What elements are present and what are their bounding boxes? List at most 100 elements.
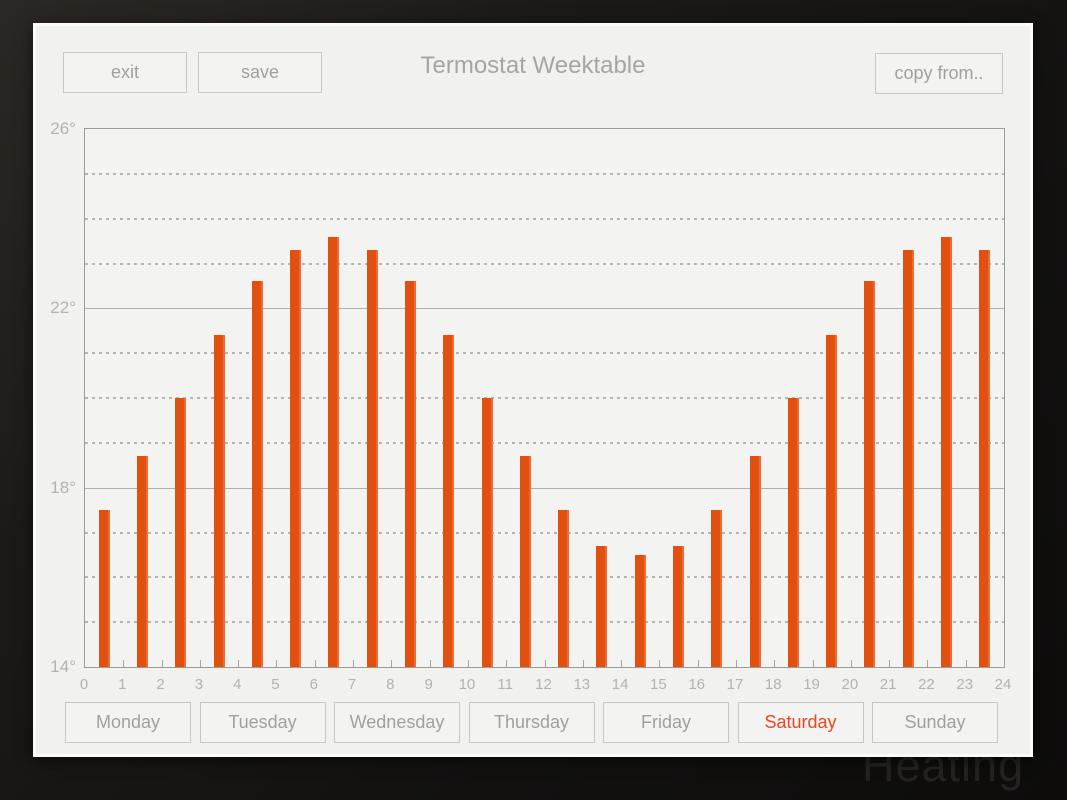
gridline-solid — [85, 487, 1004, 489]
x-axis-label: 3 — [194, 676, 204, 693]
gridline-solid — [85, 308, 1004, 310]
x-axis-label: 23 — [956, 676, 974, 693]
x-axis-tick — [582, 660, 584, 667]
temperature-bar-hour-3[interactable] — [213, 335, 225, 667]
x-axis-label: 9 — [424, 676, 433, 693]
temperature-bar-hour-8[interactable] — [404, 281, 416, 667]
day-button-wednesday[interactable]: Wednesday — [334, 702, 460, 743]
temperature-bar-hour-0[interactable] — [98, 510, 110, 667]
x-axis-label: 19 — [803, 676, 820, 693]
x-axis-tick — [697, 660, 699, 667]
x-axis-tick — [314, 660, 316, 667]
x-axis-tick — [927, 660, 929, 667]
gridline-dashed — [85, 397, 1004, 399]
temperature-bar-hour-6[interactable] — [328, 236, 340, 667]
x-axis-label: 15 — [650, 676, 667, 693]
x-axis-label: 8 — [386, 676, 395, 693]
y-axis-label: 14° — [50, 657, 76, 676]
x-axis-label: 20 — [841, 676, 859, 693]
temperature-bar-hour-16[interactable] — [711, 510, 723, 667]
day-button-tuesday[interactable]: Tuesday — [199, 702, 326, 743]
temperature-bar-hour-22[interactable] — [941, 236, 953, 667]
gridline-dashed — [85, 621, 1004, 624]
gridline-dashed — [85, 352, 1004, 355]
gridline-dashed — [85, 531, 1004, 534]
temperature-bar-hour-1[interactable] — [136, 456, 148, 667]
x-axis-label: 5 — [271, 676, 280, 693]
exit-button[interactable]: exit — [63, 52, 187, 93]
gridline-dashed — [85, 576, 1004, 579]
x-axis-tick — [238, 660, 240, 667]
day-button-friday[interactable]: Friday — [603, 702, 729, 743]
x-axis-label: 0 — [79, 676, 89, 693]
x-axis-label: 24 — [994, 676, 1012, 693]
day-button-sunday[interactable]: Sunday — [872, 702, 998, 743]
y-axis-label: 22° — [50, 298, 76, 318]
day-button-saturday[interactable]: Saturday — [737, 702, 864, 743]
x-axis-label: 10 — [458, 676, 476, 693]
gridline-dashed — [85, 217, 1004, 220]
y-axis-label: 26° — [50, 119, 76, 138]
x-axis-tick — [276, 660, 278, 667]
temperature-bar-hour-12[interactable] — [558, 510, 570, 667]
temperature-bar-hour-18[interactable] — [787, 398, 799, 667]
temperature-bar-hour-11[interactable] — [519, 456, 531, 667]
x-axis-label: 14 — [611, 676, 629, 693]
temperature-bar-hour-10[interactable] — [481, 398, 493, 667]
x-axis-label: 17 — [726, 676, 744, 693]
temperature-bar-hour-17[interactable] — [749, 456, 761, 667]
x-axis-label: 7 — [347, 676, 357, 693]
x-axis-label: 2 — [156, 676, 165, 693]
gridline-dashed — [85, 172, 1004, 175]
temperature-bar-hour-5[interactable] — [290, 250, 302, 667]
x-axis-tick — [735, 660, 737, 667]
x-axis-label: 22 — [918, 676, 935, 693]
day-button-thursday[interactable]: Thursday — [468, 702, 595, 743]
save-button[interactable]: save — [198, 52, 322, 93]
x-axis-label: 21 — [879, 676, 897, 693]
temperature-bar-hour-21[interactable] — [902, 250, 914, 667]
x-axis-tick — [965, 660, 967, 667]
x-axis-tick — [544, 660, 546, 667]
temperature-bar-hour-15[interactable] — [673, 545, 685, 667]
temperature-bar-hour-13[interactable] — [596, 545, 608, 667]
x-axis-tick — [199, 660, 201, 667]
y-axis-label: 18° — [50, 477, 76, 497]
x-axis-tick — [391, 660, 393, 667]
x-axis-tick — [659, 660, 661, 667]
x-axis-label: 13 — [573, 676, 591, 693]
gridline-dashed — [85, 262, 1004, 265]
temperature-bar-hour-7[interactable] — [366, 250, 378, 667]
x-axis-tick — [467, 660, 469, 667]
temperature-bar-hour-9[interactable] — [443, 335, 455, 667]
x-axis-tick — [774, 660, 776, 667]
x-axis-label: 6 — [309, 676, 318, 693]
x-axis-tick — [506, 660, 508, 667]
copy-from-button[interactable]: copy from.. — [875, 53, 1003, 94]
day-tabs: Monday Tuesday Wednesday Thursday Friday Satu… — [65, 702, 998, 743]
x-axis-label: 16 — [688, 676, 705, 693]
x-axis-tick — [621, 660, 623, 667]
x-axis-tick — [161, 660, 163, 667]
x-axis-tick — [429, 660, 431, 667]
x-axis-tick — [889, 660, 891, 667]
thermostat-weektable-panel: exit save Termostat Weektable copy from.… — [33, 23, 1033, 757]
temperature-bar-hour-14[interactable] — [634, 554, 646, 667]
x-axis-label: 1 — [118, 676, 127, 693]
temperature-bar-hour-20[interactable] — [864, 281, 876, 667]
temperature-bar-hour-2[interactable] — [175, 398, 187, 667]
page-title: Termostat Weektable — [420, 52, 646, 79]
temperature-bar-hour-23[interactable] — [979, 250, 991, 667]
x-axis-label: 4 — [232, 676, 242, 693]
x-axis-tick — [812, 660, 814, 667]
temperature-bar-hour-19[interactable] — [826, 335, 838, 667]
x-axis-label: 11 — [497, 676, 513, 693]
gridline-dashed — [85, 441, 1004, 444]
chart-plot-area — [84, 128, 1005, 668]
x-axis-tick — [353, 660, 355, 667]
x-axis-label: 18 — [764, 676, 782, 693]
x-axis-tick — [850, 660, 852, 667]
temperature-bar-hour-4[interactable] — [251, 281, 263, 667]
x-axis-tick — [123, 660, 125, 667]
day-button-monday[interactable]: Monday — [65, 702, 191, 743]
